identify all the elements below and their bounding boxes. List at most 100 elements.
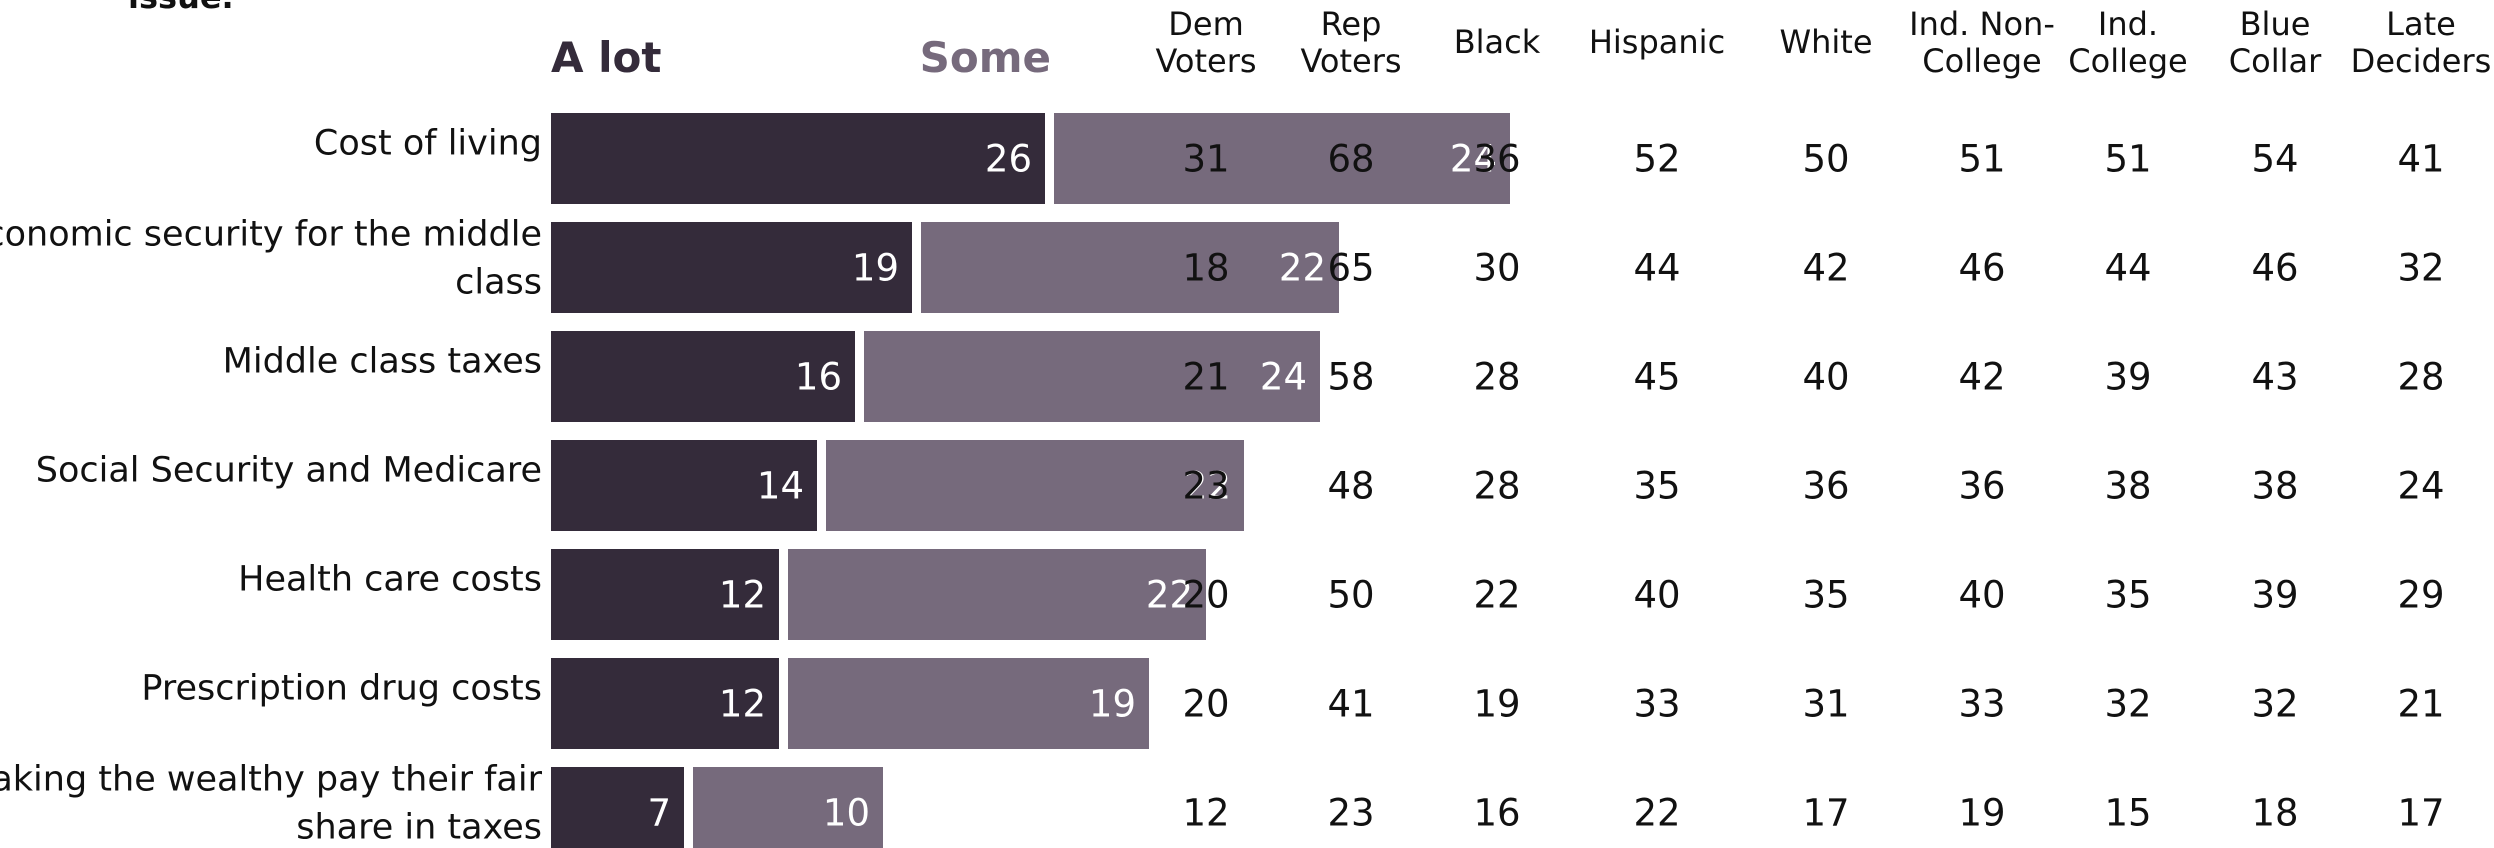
table-cell: 43	[2251, 356, 2298, 399]
bar-value-some: 10	[823, 792, 870, 835]
bar-value-some: 19	[1089, 683, 1136, 726]
chart-row: Economic security for the middle class 19 2…	[0, 215, 2445, 313]
table-cell: 22	[1473, 574, 1520, 617]
bar-value-a-lot: 26	[985, 138, 1032, 181]
bar-value-a-lot: 19	[852, 247, 899, 290]
table-cell: 68	[1327, 138, 1374, 181]
issue-label: Health care costs	[238, 560, 542, 600]
bar-value-a-lot: 16	[795, 356, 842, 399]
table-cell: 16	[1473, 792, 1520, 835]
table-cell: 12	[1182, 792, 1229, 835]
bar-a-lot	[551, 440, 817, 531]
column-header: Ind. College	[2068, 5, 2187, 80]
table-cell: 32	[2104, 683, 2151, 726]
chart-row: Prescription drug costs 12 19 20 41 19 33 31 33 3…	[141, 658, 2445, 749]
table-cell: 38	[2104, 465, 2151, 508]
table-cell: 40	[1802, 356, 1849, 399]
column-header: Late Deciders	[2351, 5, 2492, 80]
bar-value-some: 24	[1260, 356, 1307, 399]
column-header: Rep Voters	[1300, 5, 1401, 80]
bar-some	[921, 222, 1339, 313]
table-cell: 28	[2397, 356, 2444, 399]
bar-value-some: 22	[1184, 465, 1231, 508]
column-header: Black	[1454, 23, 1541, 61]
table-cell: 33	[1633, 683, 1680, 726]
issue-label: Making the wealthy pay their fair share i…	[0, 760, 543, 848]
table-cell: 28	[1473, 465, 1520, 508]
issue-label: Middle class taxes	[223, 342, 542, 382]
table-cell: 40	[1958, 574, 2005, 617]
table-cell: 15	[2104, 792, 2151, 835]
table-cell: 58	[1327, 356, 1374, 399]
table-cell: 18	[2251, 792, 2298, 835]
table-cell: 45	[1633, 356, 1680, 399]
table-cell: 46	[2251, 247, 2298, 290]
bar-value-a-lot: 12	[719, 574, 766, 617]
bar-some	[1054, 113, 1510, 204]
table-cell: 51	[1958, 138, 2005, 181]
bar-some	[864, 331, 1320, 422]
bar-value-a-lot: 12	[719, 683, 766, 726]
table-cell: 28	[1473, 356, 1520, 399]
bar-a-lot	[551, 331, 855, 422]
legend-a-lot: A lot	[551, 33, 661, 82]
bar-some	[826, 440, 1244, 531]
issue-label: Cost of living	[314, 124, 542, 164]
table-cell: 22	[1633, 792, 1680, 835]
issue-label: Social Security and Medicare	[36, 451, 542, 491]
table-cell: 31	[1182, 138, 1229, 181]
table-cell: 44	[1633, 247, 1680, 290]
bar-a-lot	[551, 767, 684, 848]
bar-a-lot	[551, 113, 1045, 204]
legend-some: Some	[920, 33, 1051, 82]
table-cell: 33	[1958, 683, 2005, 726]
table-cell: 21	[1182, 356, 1229, 399]
legend: A lot Some	[551, 33, 1051, 82]
table-cell: 35	[2104, 574, 2151, 617]
column-headers: Dem Voters Rep Voters Black Hispanic White Ind.…	[1155, 5, 2491, 80]
table-cell: 35	[1802, 574, 1849, 617]
table-cell: 36	[1473, 138, 1520, 181]
table-cell: 19	[1473, 683, 1520, 726]
bar-some	[788, 658, 1149, 749]
table-cell: 46	[1958, 247, 2005, 290]
table-cell: 39	[2104, 356, 2151, 399]
chart-rows: Cost of living 26 24 31 68 36 52 50 51 51 54 41 Econ…	[0, 113, 2445, 848]
table-cell: 50	[1327, 574, 1374, 617]
table-cell: 39	[2251, 574, 2298, 617]
table-cell: 18	[1182, 247, 1229, 290]
table-cell: 35	[1633, 465, 1680, 508]
table-cell: 44	[2104, 247, 2151, 290]
table-cell: 41	[2397, 138, 2444, 181]
chart-row: Middle class taxes 16 24 21 58 28 45 40 42 39 43 28	[223, 331, 2445, 422]
bar-value-some: 24	[1450, 138, 1497, 181]
table-cell: 48	[1327, 465, 1374, 508]
column-header: Dem Voters	[1155, 5, 1256, 80]
table-cell: 65	[1327, 247, 1374, 290]
table-cell: 29	[2397, 574, 2444, 617]
table-cell: 32	[2397, 247, 2444, 290]
bar-value-some: 22	[1279, 247, 1326, 290]
column-header: Ind. Non-College	[1909, 5, 2055, 80]
table-cell: 50	[1802, 138, 1849, 181]
issue-label: Prescription drug costs	[141, 669, 542, 709]
issue-label: Economic security for the middle class	[0, 215, 542, 303]
bar-value-a-lot: 7	[647, 792, 671, 835]
table-cell: 20	[1182, 683, 1229, 726]
bar-some	[788, 549, 1206, 640]
table-cell: 41	[1327, 683, 1374, 726]
column-header: Hispanic	[1589, 23, 1725, 61]
table-cell: 30	[1473, 247, 1520, 290]
chart-row: Cost of living 26 24 31 68 36 52 50 51 51 54 41	[314, 113, 2445, 204]
bar-some	[693, 767, 883, 848]
bar-a-lot	[551, 222, 912, 313]
column-header: Blue Collar	[2229, 5, 2322, 80]
table-cell: 20	[1182, 574, 1229, 617]
table-cell: 36	[1958, 465, 2005, 508]
table-cell: 31	[1802, 683, 1849, 726]
bar-value-some: 22	[1146, 574, 1193, 617]
bar-value-a-lot: 14	[757, 465, 804, 508]
